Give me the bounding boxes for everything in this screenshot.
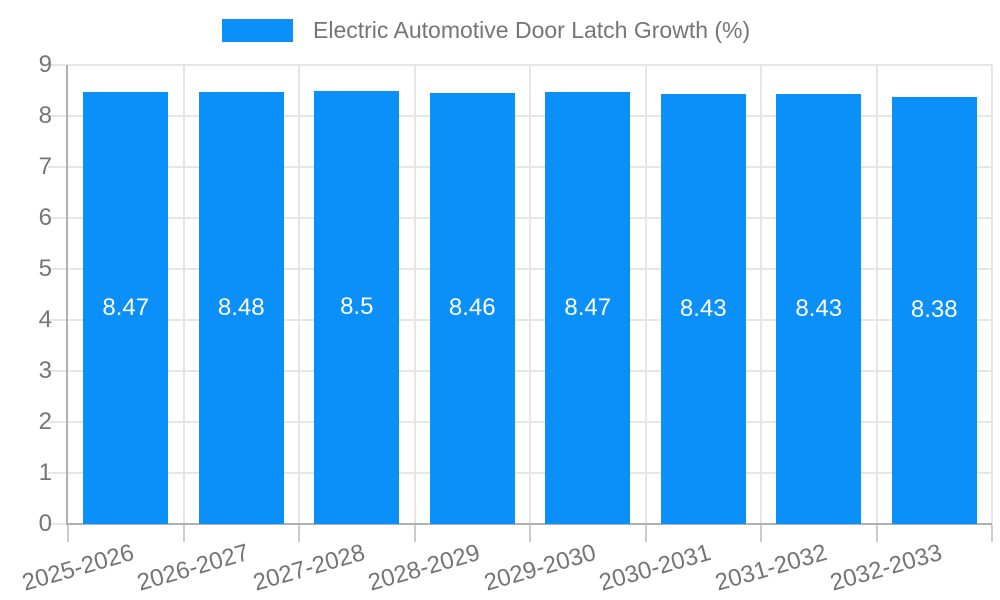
- bar[interactable]: 8.38: [891, 96, 977, 524]
- bar-value-label: 8.46: [448, 294, 496, 322]
- x-axis-tick: [529, 525, 531, 542]
- x-axis-tick: [182, 525, 185, 542]
- y-axis-tick: [48, 166, 68, 168]
- x-tick-label: 2026-2027: [134, 539, 253, 597]
- x-axis-tick: [413, 525, 416, 542]
- bar-value-label: 8.43: [679, 295, 727, 323]
- y-tick-label: 9: [38, 51, 52, 78]
- bar-value-label: 8.48: [217, 293, 265, 321]
- bar[interactable]: 8.43: [776, 94, 862, 524]
- y-tick-label: 5: [38, 255, 52, 282]
- bar-value-label: 8.38: [910, 296, 958, 324]
- bar[interactable]: 8.5: [314, 90, 400, 524]
- y-axis-tick: [48, 268, 68, 270]
- y-axis-tick: [48, 472, 68, 474]
- y-tick-label: 7: [38, 153, 52, 180]
- x-axis-tick: [298, 525, 300, 542]
- x-axis-line: [66, 523, 992, 525]
- x-gridline: [298, 65, 300, 524]
- x-axis-tick: [644, 525, 647, 542]
- bar-value-label: 8.47: [564, 294, 612, 321]
- y-tick-label: 8: [38, 102, 52, 129]
- x-gridline: [875, 65, 878, 524]
- x-tick-label: 2030-2031: [596, 539, 715, 597]
- y-axis-tick: [48, 115, 68, 117]
- y-tick-label: 1: [38, 459, 52, 486]
- bar[interactable]: 8.46: [429, 92, 515, 524]
- x-gridline: [529, 65, 531, 524]
- bar-value-label: 8.43: [795, 295, 843, 323]
- x-axis-tick: [991, 525, 993, 542]
- bar[interactable]: 8.43: [660, 94, 746, 524]
- y-axis-tick: [48, 421, 68, 423]
- bar-value-label: 8.5: [340, 293, 374, 321]
- y-tick-label: 3: [38, 357, 52, 384]
- x-gridline: [760, 65, 762, 524]
- chart-title: Electric Automotive Door Latch Growth (%…: [313, 17, 751, 43]
- x-axis-tick: [760, 525, 762, 542]
- x-axis-tick: [875, 525, 878, 542]
- bar[interactable]: 8.48: [198, 91, 284, 524]
- bar-value-label: 8.47: [102, 294, 150, 321]
- bar[interactable]: 8.47: [83, 92, 169, 524]
- x-tick-label: 2025-2026: [19, 539, 137, 597]
- y-axis-tick: [48, 319, 68, 321]
- x-gridline: [182, 65, 185, 524]
- y-axis-tick: [48, 523, 68, 525]
- x-gridline: [644, 65, 647, 524]
- y-axis-tick: [48, 64, 68, 66]
- y-axis-line: [66, 65, 68, 524]
- y-axis-tick: [48, 370, 68, 372]
- x-gridline: [991, 65, 993, 524]
- y-tick-label: 0: [38, 510, 52, 537]
- x-tick-label: 2028-2029: [365, 539, 484, 597]
- x-axis-tick: [67, 525, 69, 542]
- x-gridline: [413, 65, 416, 524]
- y-tick-label: 2: [38, 408, 52, 435]
- x-tick-label: 2029-2030: [481, 539, 599, 597]
- bar[interactable]: 8.47: [545, 92, 631, 524]
- y-axis-tick: [48, 217, 68, 219]
- y-tick-label: 6: [38, 204, 52, 231]
- y-tick-label: 4: [38, 306, 52, 333]
- x-tick-label: 2031-2032: [712, 539, 830, 597]
- x-tick-label: 2027-2028: [250, 539, 368, 597]
- legend-swatch[interactable]: [222, 19, 293, 42]
- x-tick-label: 2032-2033: [827, 539, 946, 597]
